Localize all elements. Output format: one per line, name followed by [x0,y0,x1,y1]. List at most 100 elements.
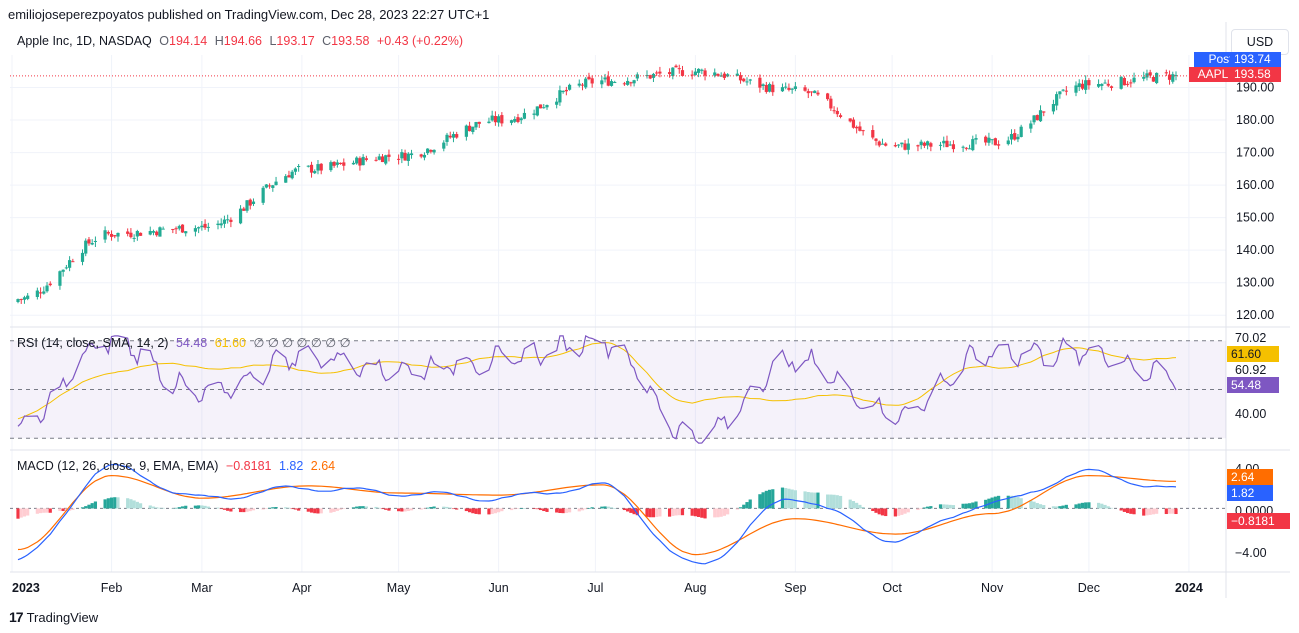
candle-body [284,176,288,183]
candle-body [1032,115,1036,123]
macd-histogram-bar [309,508,314,513]
candle [471,126,475,135]
candle-body [635,74,639,79]
candle [61,269,65,277]
candle [203,219,207,230]
macd-histogram-bar [419,508,423,510]
candle [516,113,520,124]
candle [442,140,446,152]
open-label: O [159,34,169,48]
candle-body [567,84,572,90]
macd-histogram-bar [893,508,897,517]
macd-histogram-bar [287,507,291,509]
candle-body [938,144,943,146]
candle-body [803,87,807,91]
macd-histogram-bar [513,508,517,510]
candle [216,220,220,230]
candle [161,226,165,230]
candle-body [477,121,481,124]
candle [445,132,449,146]
candle-body [767,83,772,92]
candle-body [1103,82,1107,84]
candle-body [397,158,401,160]
candle-body [793,86,797,89]
candle [361,154,365,166]
candlestick-series [10,64,1226,304]
macd-histogram-bar [319,508,323,514]
candle [26,293,30,301]
candle [487,117,491,124]
macd-histogram-bar [426,507,430,509]
candle-body [745,81,749,83]
macd-histogram-bar [290,508,294,510]
candle-body [1155,72,1159,84]
candle [742,77,746,83]
macd-histogram-bar [206,506,210,509]
macd-histogram-bar [790,489,794,509]
candle [858,121,862,132]
candle [658,66,662,78]
signal-legend-value: 2.64 [310,459,336,473]
candle-body [219,223,223,226]
candle-body [248,199,252,206]
candle-body [171,228,175,230]
candle-body [532,113,536,115]
macd-histogram-bar [358,506,362,509]
macd-histogram-bar [903,508,907,514]
candle [942,136,946,148]
candle [871,125,875,140]
macd-histogram-bar [516,508,520,510]
candle-body [603,77,607,80]
candle-body [309,164,314,173]
candle [80,249,85,266]
candle-body [442,142,446,149]
candle [184,231,188,237]
candle-body [829,98,833,109]
tradingview-logo[interactable]: 17 TradingView [9,609,98,625]
macd-histogram-bar [61,508,65,512]
candle [1006,136,1010,146]
low-value: 193.17 [276,34,315,48]
macd-histogram-bar [184,505,188,509]
candle [726,73,730,78]
candle-body [780,87,785,92]
candle [42,286,46,295]
candle [1029,120,1033,133]
macd-histogram-bar [877,508,881,515]
candle-body [1074,85,1078,93]
macd-histogram-bar [161,507,165,509]
macd-histogram-bar [451,508,456,510]
candle-body [667,72,672,75]
macd-histogram-bar [1029,500,1033,509]
candle-body [874,138,878,141]
candle-body [297,166,301,168]
macd-histogram-bar [509,508,514,511]
macd-histogram-bar [87,504,91,509]
candle [84,238,88,257]
candle [861,129,865,136]
candle-body [990,139,994,141]
candle [1155,72,1159,85]
candle [264,184,268,189]
candle-body [42,291,46,294]
candle [829,95,833,111]
candle-body [809,91,814,93]
rsi-axis-mid: 60.92 [1235,363,1267,377]
candle [761,83,765,90]
macd-histogram-bar [961,503,965,509]
macd-histogram-bar [38,508,43,514]
publisher-attribution: emiliojoseperezpoyatos published on Trad… [8,7,490,22]
macd-histogram-bar [1058,506,1062,509]
candle-body [426,148,430,154]
candle-body [319,163,323,171]
candle [126,228,130,237]
macd-histogram-bar [861,506,865,509]
candle-body [132,237,136,239]
candle [290,169,294,180]
candle-body [942,140,946,144]
macd-histogram-bar [916,508,920,511]
macd-histogram-bar [158,507,162,509]
macd-histogram-bar [1042,505,1046,509]
macd-histogram-bar [590,507,594,509]
